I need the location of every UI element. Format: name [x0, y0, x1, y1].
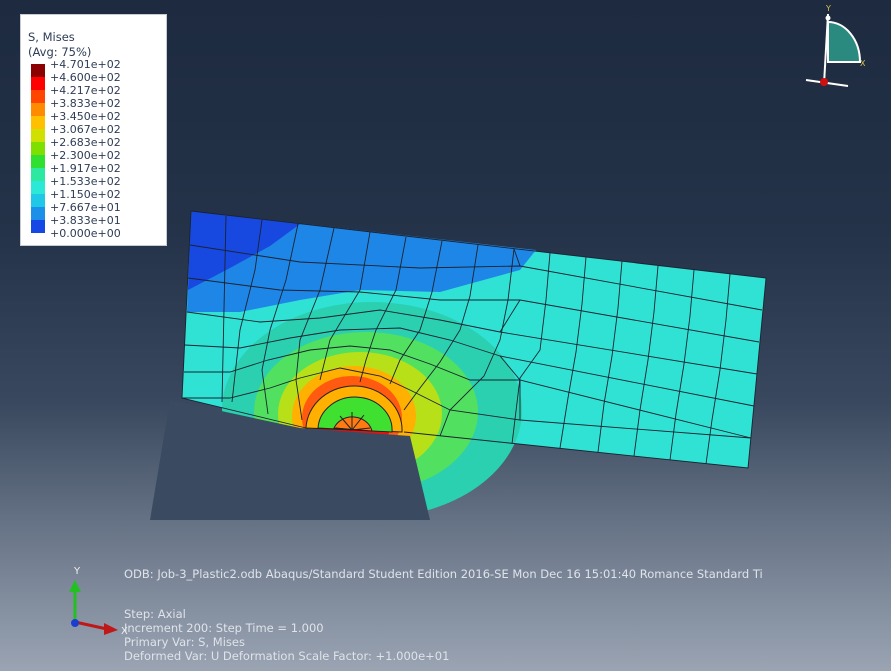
- orientation-quarter-disc: [828, 22, 860, 62]
- deformed-var-info: Deformed Var: U Deformation Scale Factor…: [124, 649, 449, 663]
- triad-x-arrowhead: [104, 623, 118, 635]
- increment-info: Increment 200: Step Time = 1.000: [124, 621, 324, 635]
- orientation-y-label: Y: [825, 4, 831, 13]
- triad-z-origin: [71, 619, 79, 627]
- triad-y-arrowhead: [69, 580, 81, 592]
- orientation-origin-dot: [820, 78, 828, 86]
- orientation-x-label: X: [860, 59, 866, 68]
- coordinate-triad: Y X: [69, 566, 128, 637]
- deformed-mesh: [150, 211, 766, 520]
- step-info: Step: Axial: [124, 607, 186, 621]
- triad-y-label: Y: [73, 566, 81, 577]
- view-orientation-widget[interactable]: Y X: [806, 4, 866, 86]
- odb-info-line: ODB: Job-3_Plastic2.odb Abaqus/Standard …: [124, 567, 763, 581]
- orientation-tip-dot: [826, 16, 831, 21]
- triad-x-axis: [75, 622, 107, 629]
- primary-var-info: Primary Var: S, Mises: [124, 635, 245, 649]
